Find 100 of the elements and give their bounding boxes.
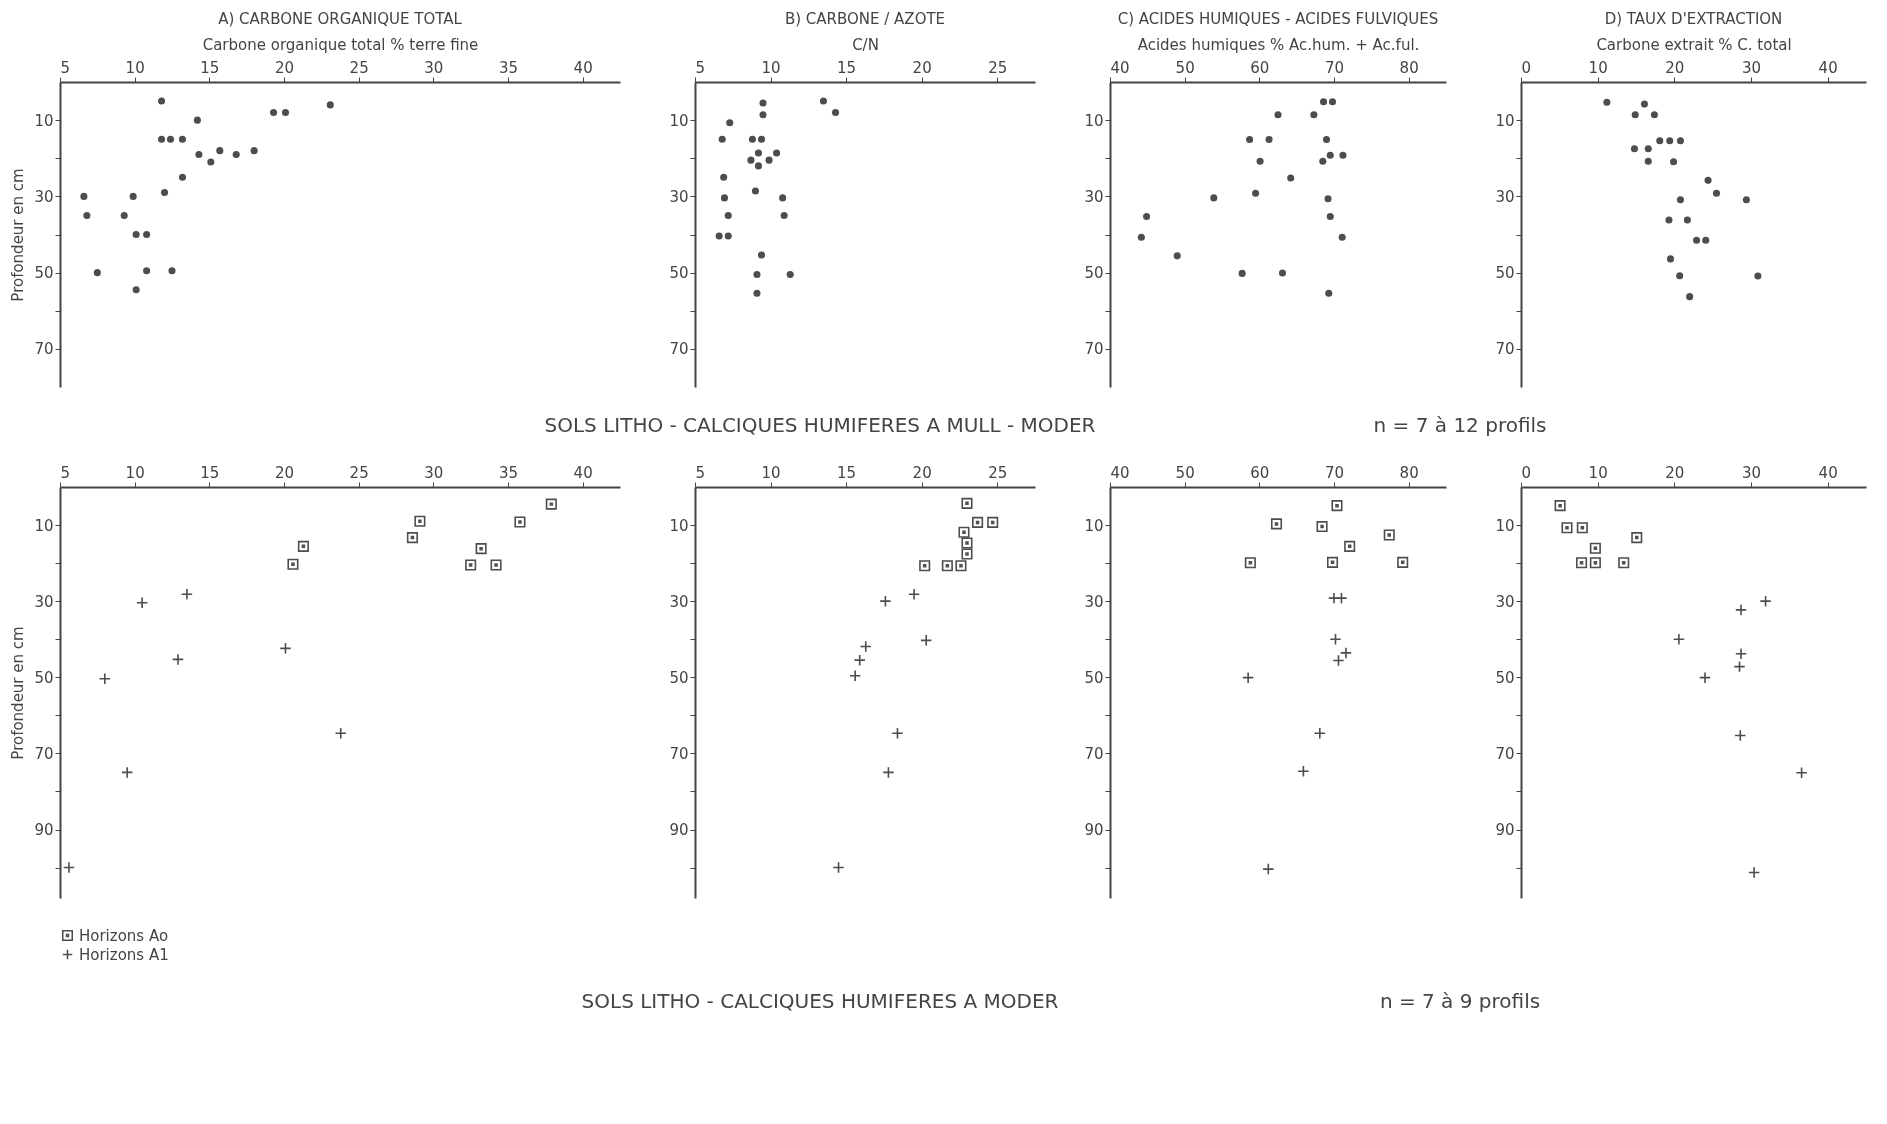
y-tick-label: 90 xyxy=(1495,821,1515,839)
point xyxy=(545,498,557,510)
point xyxy=(1650,111,1658,119)
y-tick-label: 10 xyxy=(1495,111,1515,130)
x-tick-label: 15 xyxy=(200,58,220,77)
point xyxy=(919,560,931,572)
x-tick-label: 35 xyxy=(498,58,519,77)
point xyxy=(759,111,767,119)
chart-title: B) CARBONE / AZOTE xyxy=(784,10,946,28)
point xyxy=(773,149,781,157)
point xyxy=(753,289,761,297)
point xyxy=(158,97,166,105)
point xyxy=(1173,252,1181,260)
x-tick-label: 5 xyxy=(60,58,71,77)
x-tick-label: 15 xyxy=(200,463,220,482)
point xyxy=(1326,213,1334,221)
point xyxy=(1331,500,1343,512)
x-tick-label: 5 xyxy=(695,463,706,482)
x-tick-label: 15 xyxy=(837,463,857,482)
point xyxy=(1733,660,1746,673)
point xyxy=(1644,157,1652,165)
y-tick-label: 30 xyxy=(1495,592,1515,611)
point xyxy=(406,532,418,544)
point xyxy=(1631,111,1639,119)
y-tick-label: 10 xyxy=(1084,516,1104,535)
text: n = 7 à 9 profils xyxy=(1379,989,1541,1013)
y-tick-label: 50 xyxy=(1084,264,1104,283)
point xyxy=(1576,557,1588,569)
y-tick-label: 70 xyxy=(1084,340,1104,359)
x-tick-label: 60 xyxy=(1250,58,1270,77)
x-tick-label: 20 xyxy=(1665,463,1685,482)
point xyxy=(1210,194,1218,202)
point xyxy=(780,211,788,219)
point xyxy=(1278,269,1287,277)
y-tick-label: 50 xyxy=(34,668,54,687)
point xyxy=(1313,727,1326,740)
point xyxy=(180,588,193,601)
y-tick-label: 70 xyxy=(1084,744,1104,763)
x-tick-label: 40 xyxy=(573,58,593,77)
point xyxy=(1666,255,1675,263)
point xyxy=(961,497,973,509)
x-tick-label: 20 xyxy=(274,463,295,482)
y-tick-label: 50 xyxy=(1495,264,1515,283)
point xyxy=(161,189,169,197)
point xyxy=(1754,272,1762,280)
y-tick-label: 70 xyxy=(1495,744,1515,763)
point xyxy=(1795,766,1808,779)
y-tick-label: 90 xyxy=(669,821,689,839)
point xyxy=(80,192,88,200)
point xyxy=(250,147,258,155)
x-tick-label: 25 xyxy=(988,463,1008,482)
chart-title: A) CARBONE ORGANIQUE TOTAL xyxy=(218,10,463,28)
y-tick-label: 30 xyxy=(1495,187,1515,206)
point xyxy=(1748,866,1761,879)
point xyxy=(1603,98,1611,106)
x-tick-label: 35 xyxy=(498,463,519,482)
x-tick-label: 50 xyxy=(1175,463,1195,482)
point xyxy=(1339,151,1347,159)
point xyxy=(120,211,128,219)
point xyxy=(1270,518,1283,530)
point xyxy=(759,99,767,107)
point xyxy=(490,559,502,571)
point xyxy=(465,559,477,571)
x-tick-label: 0 xyxy=(1521,58,1532,77)
point xyxy=(326,101,334,109)
x-tick-label: 80 xyxy=(1399,463,1419,482)
point xyxy=(832,108,840,117)
x-tick-label: 70 xyxy=(1324,58,1345,77)
point xyxy=(1670,158,1678,166)
y-tick-label: 30 xyxy=(1084,187,1104,206)
x-axis-title: Acides humiques % Ac.hum. + Ac.ful. xyxy=(1137,35,1420,54)
point xyxy=(1704,176,1712,184)
point xyxy=(178,173,186,181)
point xyxy=(83,211,91,219)
point xyxy=(1328,98,1337,106)
y-axis-title: Profondeur en cm xyxy=(9,168,28,302)
point xyxy=(1339,646,1352,659)
point xyxy=(1742,196,1750,204)
point xyxy=(720,194,728,202)
point xyxy=(748,135,756,143)
x-tick-label: 40 xyxy=(1818,58,1838,77)
y-axis-title: Profondeur en cm xyxy=(9,626,28,760)
point xyxy=(232,150,240,158)
point xyxy=(195,150,203,158)
y-tick-label: 30 xyxy=(34,592,54,611)
point xyxy=(724,232,732,240)
x-tick-label: 30 xyxy=(424,463,444,482)
point xyxy=(1576,522,1588,534)
point xyxy=(1734,729,1747,742)
y-tick-label: 70 xyxy=(1495,340,1515,359)
point xyxy=(1397,556,1409,568)
y-tick-label: 10 xyxy=(1495,516,1515,535)
point xyxy=(1310,111,1318,119)
y-tick-label: 90 xyxy=(1084,821,1104,839)
legend-label: Horizons A1 xyxy=(79,945,169,964)
point xyxy=(819,97,827,105)
x-tick-label: 25 xyxy=(988,58,1008,77)
point xyxy=(207,158,215,166)
point xyxy=(747,156,755,164)
point xyxy=(1589,542,1601,554)
